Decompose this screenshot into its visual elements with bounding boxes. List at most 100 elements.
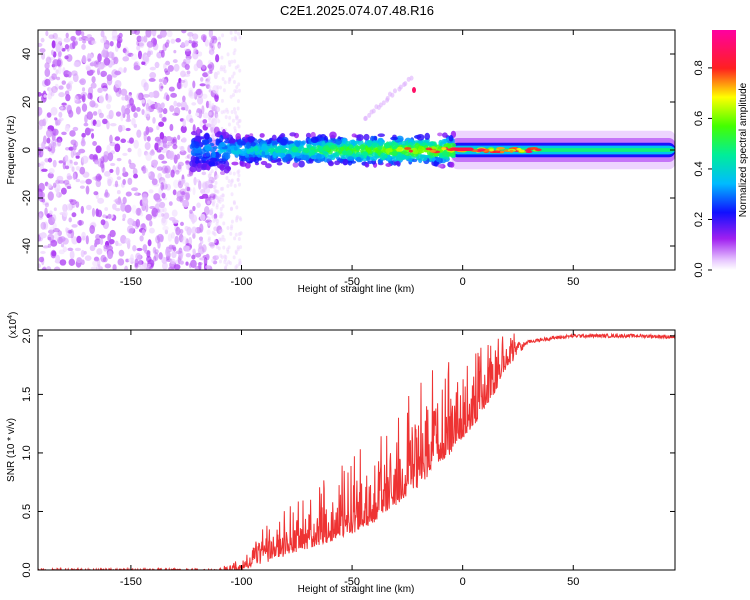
noise-blob xyxy=(228,115,232,120)
noise-blob xyxy=(171,244,176,250)
noise-blob xyxy=(83,250,87,255)
noise-blob xyxy=(130,53,138,60)
noise-blob xyxy=(129,137,134,144)
noise-blob xyxy=(220,98,224,103)
noise-blob xyxy=(108,109,114,120)
y-tick-label: -20 xyxy=(21,190,33,206)
noise-blob xyxy=(118,124,123,133)
noise-blob xyxy=(46,112,52,118)
noise-blob xyxy=(97,175,103,181)
signal-blob xyxy=(412,148,419,155)
noise-blob xyxy=(162,142,167,148)
noise-blob xyxy=(48,216,55,226)
noise-blob xyxy=(89,69,96,74)
noise-blob xyxy=(137,258,142,268)
noise-blob xyxy=(201,171,207,176)
snr-y-axis: 0.0 0.5 1.0 1.5 2.0 xyxy=(21,328,675,578)
noise-blob xyxy=(41,168,48,172)
noise-blob xyxy=(56,175,64,182)
noise-blob xyxy=(207,75,211,80)
noise-blob xyxy=(158,121,165,127)
signal-blob xyxy=(335,139,342,145)
noise-blob xyxy=(52,159,57,168)
noise-blob xyxy=(38,92,42,97)
noise-blob xyxy=(65,104,72,111)
noise-blob xyxy=(235,89,239,94)
signal-blob xyxy=(280,138,288,146)
noise-blob xyxy=(237,88,241,93)
hot-spot xyxy=(496,146,505,150)
noise-blob xyxy=(73,61,81,68)
noise-blob xyxy=(177,134,181,140)
noise-blob xyxy=(186,186,191,192)
noise-blob xyxy=(157,240,161,249)
noise-blob xyxy=(227,60,231,65)
noise-blob xyxy=(49,226,55,231)
signal-blob xyxy=(411,158,418,163)
hot-spot xyxy=(509,149,514,153)
noise-blob xyxy=(122,56,130,62)
noise-blob xyxy=(47,172,54,179)
noise-blob xyxy=(145,102,150,112)
noise-blob xyxy=(71,224,78,228)
noise-blob xyxy=(164,229,169,235)
signal-blob xyxy=(198,160,206,164)
noise-blob xyxy=(40,221,47,230)
noise-blob xyxy=(86,111,94,120)
noise-blob xyxy=(109,168,114,173)
noise-blob xyxy=(107,178,112,187)
noise-blob xyxy=(106,176,114,184)
signal-blob xyxy=(257,157,262,161)
noise-blob xyxy=(62,203,68,213)
noise-blob xyxy=(230,110,234,115)
noise-blob xyxy=(38,263,41,269)
noise-blob xyxy=(210,123,215,128)
signal-blob xyxy=(377,133,385,138)
noise-blob xyxy=(236,177,240,182)
noise-blob xyxy=(106,94,112,103)
noise-blob xyxy=(146,50,151,58)
signal-blob xyxy=(259,133,265,138)
noise-blob xyxy=(191,254,196,260)
noise-blob xyxy=(145,126,150,136)
noise-blob xyxy=(188,236,193,246)
noise-blob xyxy=(185,261,189,266)
noise-blob xyxy=(170,38,176,44)
noise-blob xyxy=(163,62,167,70)
noise-blob xyxy=(47,243,52,248)
noise-blob xyxy=(233,48,237,53)
noise-blob xyxy=(181,178,185,186)
noise-blob xyxy=(109,134,113,144)
noise-blob xyxy=(232,107,236,112)
noise-blob xyxy=(41,51,46,60)
snr-multiplier: (x104) xyxy=(7,312,19,339)
noise-blob xyxy=(186,70,191,75)
noise-blob xyxy=(72,172,76,181)
noise-blob xyxy=(107,250,113,260)
noise-blob xyxy=(174,106,181,116)
signal-blob xyxy=(218,160,226,165)
noise-blob xyxy=(103,244,109,250)
noise-blob xyxy=(97,197,105,204)
noise-blob xyxy=(175,169,180,175)
noise-blob xyxy=(142,167,149,174)
noise-blob xyxy=(192,205,196,212)
noise-blob xyxy=(218,229,222,234)
noise-blob xyxy=(144,142,151,151)
streak-blob xyxy=(371,108,376,114)
noise-blob xyxy=(123,69,127,73)
noise-blob xyxy=(158,154,165,161)
noise-blob xyxy=(38,211,44,218)
noise-blob xyxy=(170,258,176,265)
noise-blob xyxy=(235,218,239,223)
signal-blob xyxy=(261,150,266,157)
hot-spot xyxy=(408,149,413,153)
noise-blob xyxy=(97,258,101,268)
noise-blob xyxy=(235,157,239,162)
noise-blob xyxy=(158,146,164,151)
noise-blob xyxy=(56,76,61,81)
noise-blob xyxy=(133,139,139,149)
signal-blob xyxy=(190,155,196,163)
signal-blob xyxy=(391,141,399,150)
signal-blob xyxy=(359,144,365,150)
